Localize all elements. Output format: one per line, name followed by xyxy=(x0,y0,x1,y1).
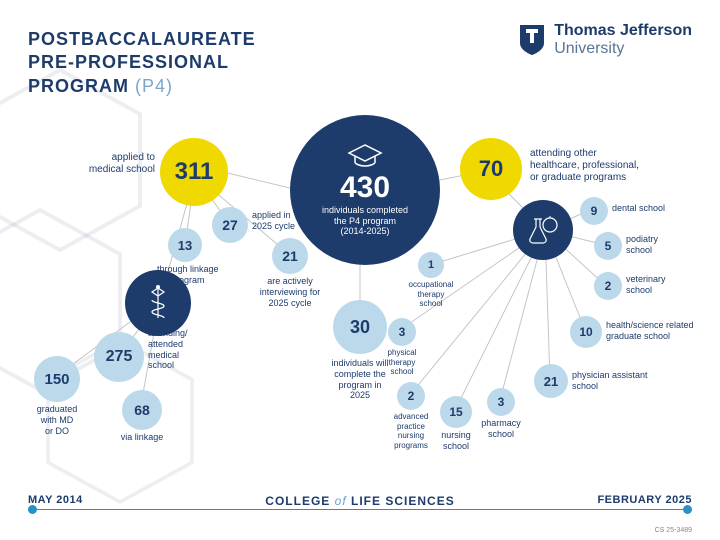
o-3p: 3 xyxy=(487,388,515,416)
ms-21: 21 xyxy=(272,238,308,274)
o-9: 9 xyxy=(580,197,608,225)
title-line2: PRE-PROFESSIONAL xyxy=(28,51,256,74)
cs-number: CS 25-3489 xyxy=(655,527,692,534)
applied-medical-circle: 311 xyxy=(160,138,228,206)
applied-medical-label: applied to medical school xyxy=(85,152,155,176)
logo-shield-icon xyxy=(518,23,546,57)
ms-68: 68 xyxy=(122,390,162,430)
flask-circle xyxy=(513,200,573,260)
ms-275: 275 xyxy=(94,332,144,382)
title-line3b: (P4) xyxy=(135,76,173,96)
ms-27: 27 xyxy=(212,207,248,243)
flask-icon xyxy=(526,213,560,247)
center-txt: individuals completed the P4 program (20… xyxy=(322,205,408,237)
o-3pt: 3 xyxy=(388,318,416,346)
title-line3a: PROGRAM xyxy=(28,76,129,96)
caduceus-icon xyxy=(143,284,173,322)
complete-2025-circle: 30 xyxy=(333,300,387,354)
footer-right: FEBRUARY 2025 xyxy=(597,494,692,506)
footer-left: MAY 2014 xyxy=(28,494,83,506)
o-15: 15 xyxy=(440,396,472,428)
other-programs-label: attending other healthcare, professional… xyxy=(530,148,670,184)
grad-cap-icon xyxy=(347,143,383,169)
ms-150: 150 xyxy=(34,356,80,402)
other-programs-circle: 70 xyxy=(460,138,522,200)
logo-sub: University xyxy=(554,40,692,58)
center-num: 430 xyxy=(340,171,390,205)
o-2n: 2 xyxy=(397,382,425,410)
page-title: POSTBACCALAUREATE PRE-PROFESSIONAL PROGR… xyxy=(28,28,256,98)
o-10: 10 xyxy=(570,316,602,348)
title-line1: POSTBACCALAUREATE xyxy=(28,28,256,51)
other-programs-num: 70 xyxy=(479,156,503,182)
footer-center: COLLEGE of LIFE SCIENCES xyxy=(265,494,454,508)
o-2v: 2 xyxy=(594,272,622,300)
center-circle: 430 individuals completed the P4 program… xyxy=(290,115,440,265)
applied-medical-num: 311 xyxy=(175,158,214,186)
o-5: 5 xyxy=(594,232,622,260)
o-1: 1 xyxy=(418,252,444,278)
complete-2025-num: 30 xyxy=(350,317,370,338)
logo-name: Thomas Jefferson xyxy=(554,22,692,40)
ms-13: 13 xyxy=(168,228,202,262)
o-21: 21 xyxy=(534,364,568,398)
logo: Thomas JeffersonUniversity xyxy=(518,22,692,57)
footer: MAY 2014 COLLEGE of LIFE SCIENCES FEBRUA… xyxy=(28,500,692,520)
